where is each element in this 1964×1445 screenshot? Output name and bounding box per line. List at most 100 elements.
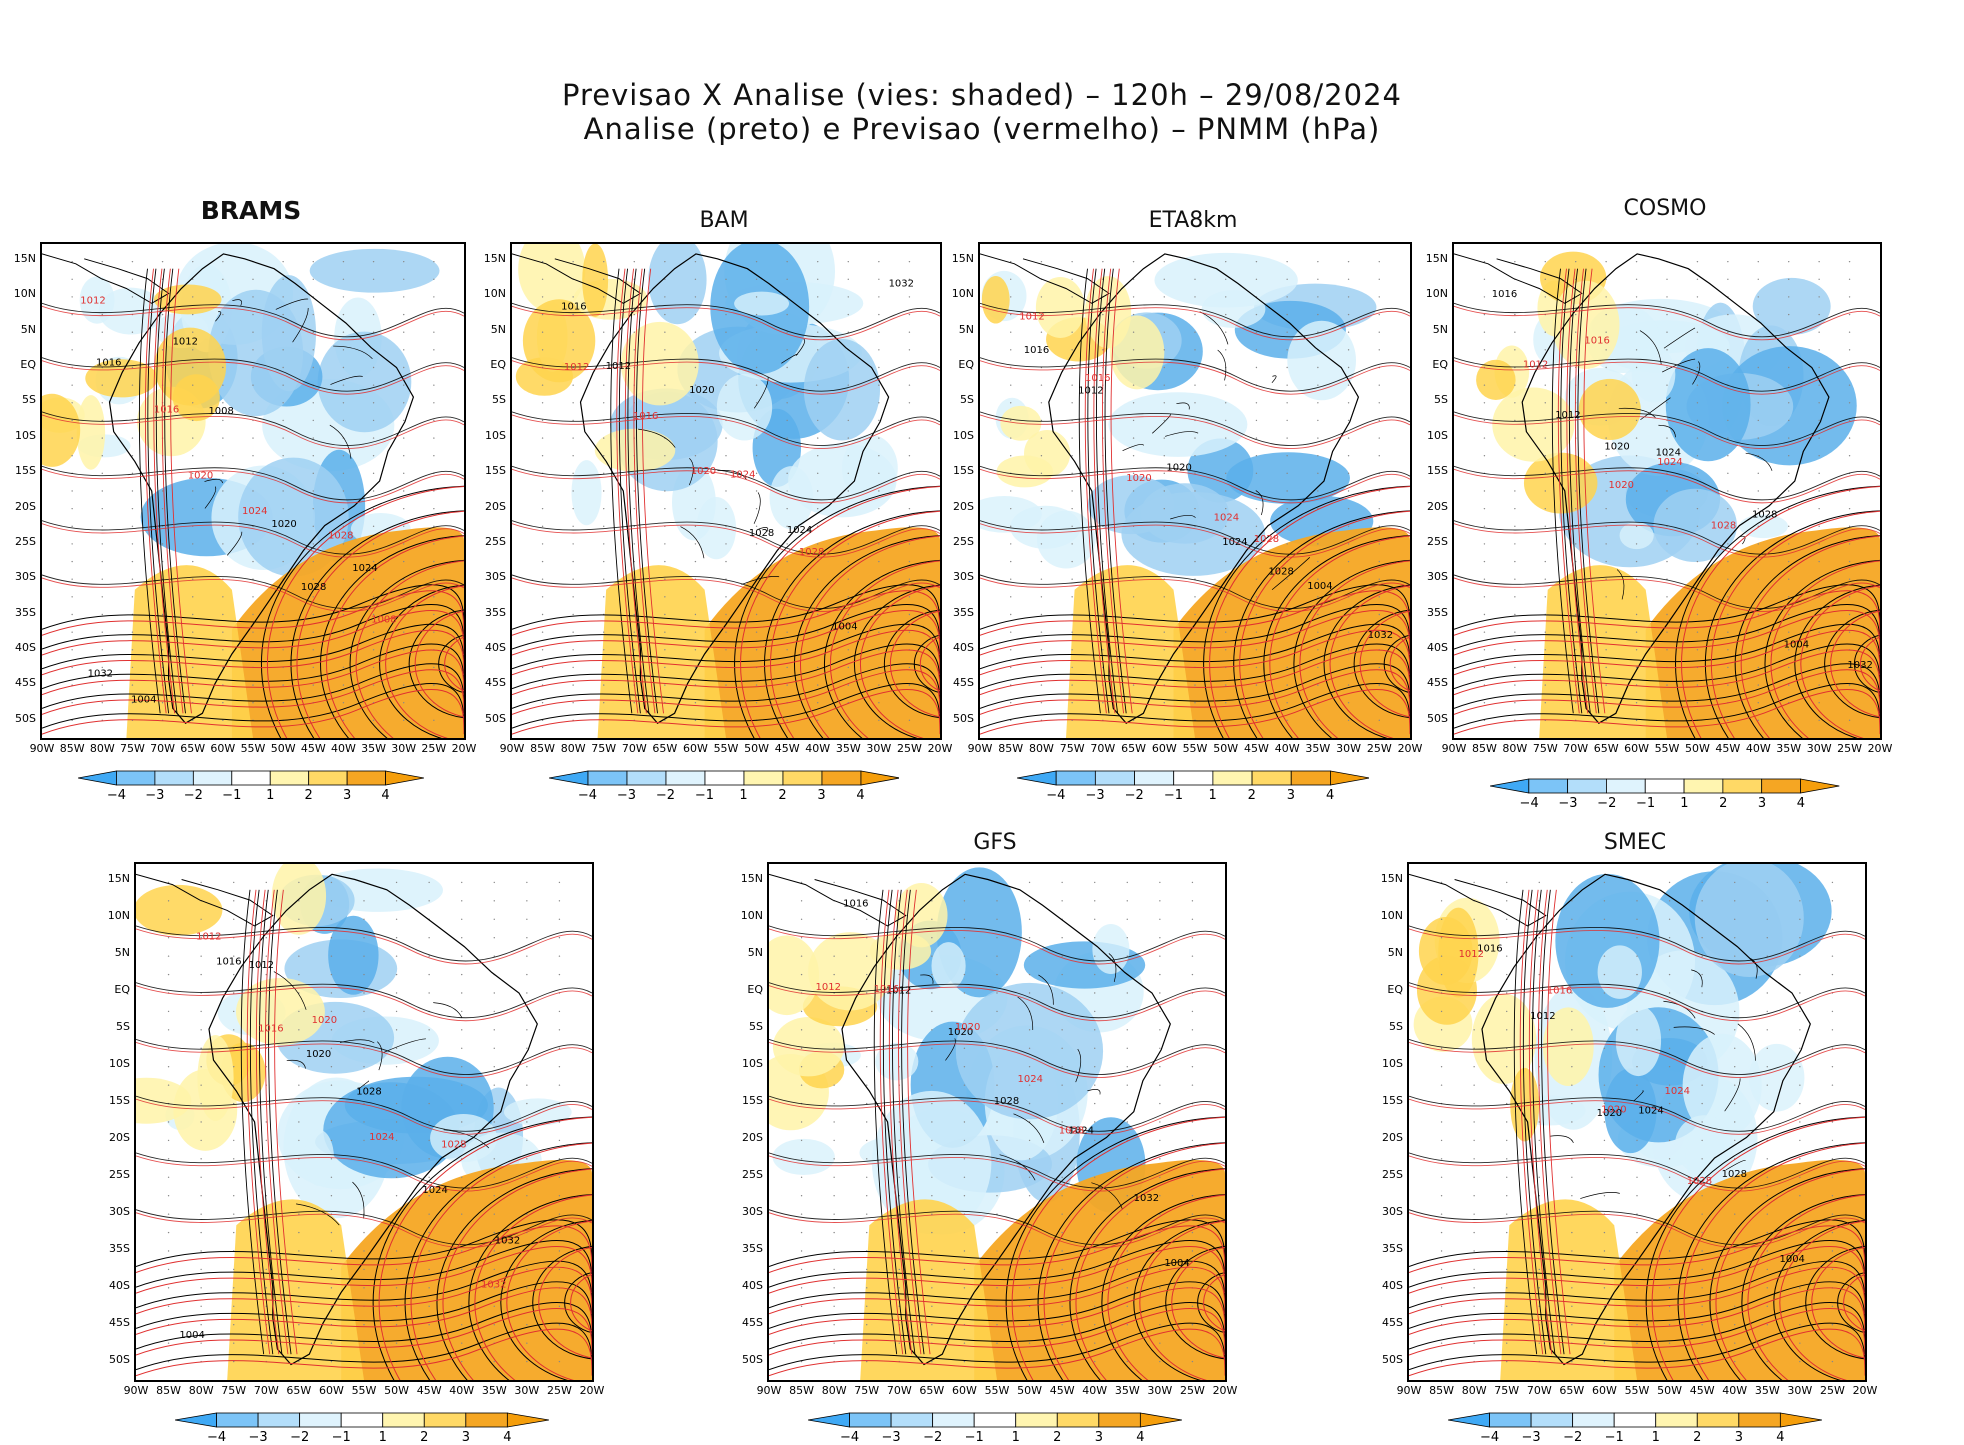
colorbar-tick-label: 4 [1776, 1430, 1785, 1445]
colorbar-segment [973, 1412, 1017, 1428]
latitude-label: 10S [109, 1057, 130, 1071]
isobar-high-pressure [829, 560, 940, 738]
isobar-label: 1020 [312, 1015, 337, 1026]
longitude-label: 35W [481, 1384, 507, 1397]
isobar-line [1454, 357, 1880, 392]
colorbar-tick-label: 3 [1094, 1430, 1103, 1445]
country-border [1737, 1023, 1756, 1061]
isobar-line [1560, 268, 1583, 714]
map-svg: 1016 1012 1020 1028 1024 1004 1032 1012 1016 1020… [512, 244, 940, 738]
bias-blob-negative [696, 497, 737, 560]
isobar-line [1454, 577, 1880, 612]
isobar-high-pressure [378, 1116, 592, 1380]
bias-blob-negative [328, 915, 379, 995]
country-border [333, 345, 373, 360]
colorbar-tick-label: 2 [420, 1430, 429, 1445]
analysis-isobars [1409, 889, 1865, 1380]
bias-blob-positive [772, 1017, 845, 1077]
isobar-line [136, 1328, 592, 1377]
colorbar-segment [154, 770, 194, 786]
isobar-label: 1012 [1078, 385, 1103, 396]
latitude-label: 10N [483, 287, 506, 301]
colorbar-segment [346, 770, 386, 786]
latitude-label: 25S [742, 1168, 763, 1182]
isobar-line [1084, 268, 1107, 714]
isobar-high-pressure [734, 485, 940, 738]
bias-blob-negative [842, 434, 898, 503]
longitude-label: 80W [821, 1384, 847, 1397]
isobar-line [512, 577, 940, 612]
colorbar-segment [1133, 770, 1174, 786]
isobar-line [1409, 1287, 1865, 1335]
isobar-line [1110, 268, 1133, 714]
isobar-line [980, 623, 1410, 670]
bias-blob-negative [238, 457, 349, 577]
map-svg: 1016 1012 1020 1028 1024 1032 1004 1012 1016 1020… [136, 864, 592, 1380]
positive-bias-shading [981, 275, 1410, 738]
colorbar-segment [1530, 1412, 1574, 1428]
colorbar-tick-label: 1 [739, 788, 748, 803]
isobar-line [892, 889, 916, 1355]
isobar-line [907, 889, 931, 1355]
latitude-label: 35S [485, 605, 506, 619]
longitude-label: 90W [756, 1384, 782, 1397]
isobar-line [136, 1212, 592, 1249]
longitude-label: 30W [1336, 742, 1361, 755]
isobar-line [42, 669, 464, 715]
longitude-label: 70W [886, 1384, 912, 1397]
country-border [795, 338, 806, 356]
colorbar-segment [1212, 770, 1253, 786]
isobar-line [1409, 1042, 1865, 1078]
isobar-label: 1020 [1601, 1105, 1626, 1116]
latitude-label: 40S [742, 1279, 763, 1293]
longitude-label: 50W [270, 742, 296, 755]
longitude-label: 85W [1429, 1384, 1454, 1397]
latitude-label: 25S [485, 534, 506, 548]
longitude-label: 65W [286, 1384, 312, 1397]
isobar-line [1409, 1219, 1865, 1267]
isobar-line [888, 889, 913, 1355]
isobar-line [512, 604, 940, 650]
isobar-line [42, 360, 464, 395]
latitude-label: 10S [1427, 428, 1448, 442]
longitude-label: 50W [1684, 742, 1710, 755]
colorbar [807, 1412, 1183, 1432]
isobar-line [769, 1098, 1225, 1135]
isobar-high-pressure [1773, 1219, 1865, 1380]
colorbar-tick-label: 4 [856, 788, 865, 803]
colorbar-segment [860, 770, 900, 786]
isobar-high-pressure [1353, 609, 1410, 719]
longitude-label: 80W [188, 1384, 214, 1397]
colorbar-tick-label: −2 [290, 1430, 310, 1445]
bias-blob-negative [208, 289, 304, 417]
isobar-line [879, 889, 904, 1355]
bias-blob-negative [1619, 521, 1654, 550]
colorbar-tick-label: 1 [266, 788, 275, 803]
isobar-line [42, 649, 464, 696]
isobar-high-pressure [1651, 1116, 1865, 1380]
isobar-line [1538, 889, 1562, 1355]
isobar-line [42, 468, 464, 504]
isobar-line [624, 268, 647, 714]
colorbar-segment [1800, 778, 1840, 794]
country-border [292, 307, 309, 343]
colorbar [1490, 778, 1840, 798]
colorbar-segment [382, 1412, 425, 1428]
isobar-line [42, 610, 464, 656]
country-border [1658, 424, 1676, 438]
longitude-label: 20W [579, 1384, 605, 1397]
country-border [1271, 375, 1277, 383]
forecast-isobars [1454, 268, 1880, 738]
isobar-high-pressure [1165, 1245, 1225, 1360]
isobar-high-pressure [1805, 1245, 1865, 1360]
isobar-line [512, 523, 940, 558]
isobar-label: 1016 [561, 302, 586, 313]
isobar-line [512, 411, 940, 446]
isobar-line [980, 629, 1410, 676]
isobar-line [42, 689, 464, 735]
isobar-line [769, 1212, 1225, 1249]
country-border [920, 974, 934, 984]
isobar-label: 1020 [1608, 480, 1633, 491]
isobar-high-pressure [1005, 1116, 1225, 1380]
